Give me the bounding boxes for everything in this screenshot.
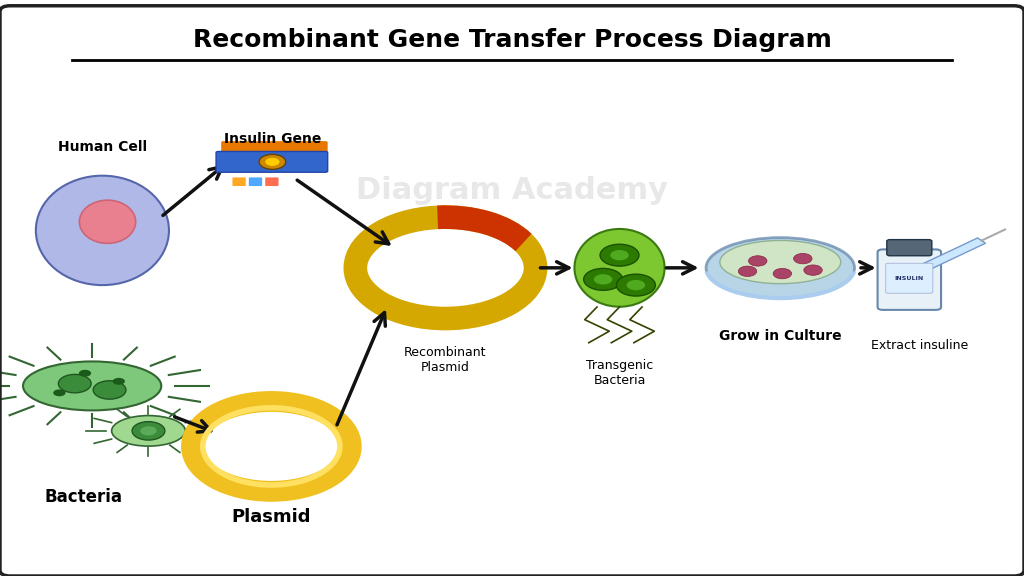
Circle shape bbox=[58, 374, 91, 393]
Polygon shape bbox=[911, 238, 985, 275]
Ellipse shape bbox=[574, 229, 665, 306]
Ellipse shape bbox=[80, 200, 135, 244]
Text: INSULIN: INSULIN bbox=[895, 276, 924, 281]
Circle shape bbox=[113, 378, 125, 385]
Circle shape bbox=[738, 266, 757, 276]
Text: Bacteria: Bacteria bbox=[45, 487, 123, 506]
FancyBboxPatch shape bbox=[216, 151, 328, 172]
Circle shape bbox=[627, 280, 645, 290]
Text: Transgenic
Bacteria: Transgenic Bacteria bbox=[586, 359, 653, 387]
FancyBboxPatch shape bbox=[886, 263, 933, 293]
Text: Human Cell: Human Cell bbox=[57, 140, 147, 154]
Circle shape bbox=[773, 268, 792, 279]
Circle shape bbox=[93, 381, 126, 399]
Text: Insulin Gene: Insulin Gene bbox=[223, 132, 322, 146]
FancyBboxPatch shape bbox=[249, 177, 262, 186]
FancyBboxPatch shape bbox=[232, 177, 246, 186]
Text: Recombinant Gene Transfer Process Diagram: Recombinant Gene Transfer Process Diagra… bbox=[193, 28, 831, 52]
FancyBboxPatch shape bbox=[887, 240, 932, 256]
FancyBboxPatch shape bbox=[265, 177, 279, 186]
Circle shape bbox=[804, 265, 822, 275]
Ellipse shape bbox=[706, 237, 854, 298]
Ellipse shape bbox=[112, 416, 185, 446]
Text: Extract insuline: Extract insuline bbox=[871, 339, 968, 352]
Circle shape bbox=[265, 158, 280, 166]
Circle shape bbox=[610, 250, 629, 260]
Text: Diagram Academy: Diagram Academy bbox=[356, 176, 668, 204]
Circle shape bbox=[616, 274, 655, 296]
FancyBboxPatch shape bbox=[221, 141, 328, 154]
Circle shape bbox=[53, 389, 66, 396]
Circle shape bbox=[794, 253, 812, 264]
Ellipse shape bbox=[720, 241, 841, 284]
Ellipse shape bbox=[23, 362, 162, 410]
Circle shape bbox=[140, 426, 157, 435]
FancyBboxPatch shape bbox=[878, 249, 941, 310]
Circle shape bbox=[132, 422, 165, 440]
Circle shape bbox=[600, 244, 639, 266]
Circle shape bbox=[584, 268, 623, 290]
Ellipse shape bbox=[36, 176, 169, 285]
Circle shape bbox=[79, 370, 91, 377]
Text: Recombinant
Plasmid: Recombinant Plasmid bbox=[404, 346, 486, 374]
Circle shape bbox=[259, 154, 286, 169]
Circle shape bbox=[749, 256, 767, 266]
Text: Plasmid: Plasmid bbox=[231, 507, 311, 526]
Text: Grow in Culture: Grow in Culture bbox=[719, 329, 842, 343]
Circle shape bbox=[594, 274, 612, 285]
